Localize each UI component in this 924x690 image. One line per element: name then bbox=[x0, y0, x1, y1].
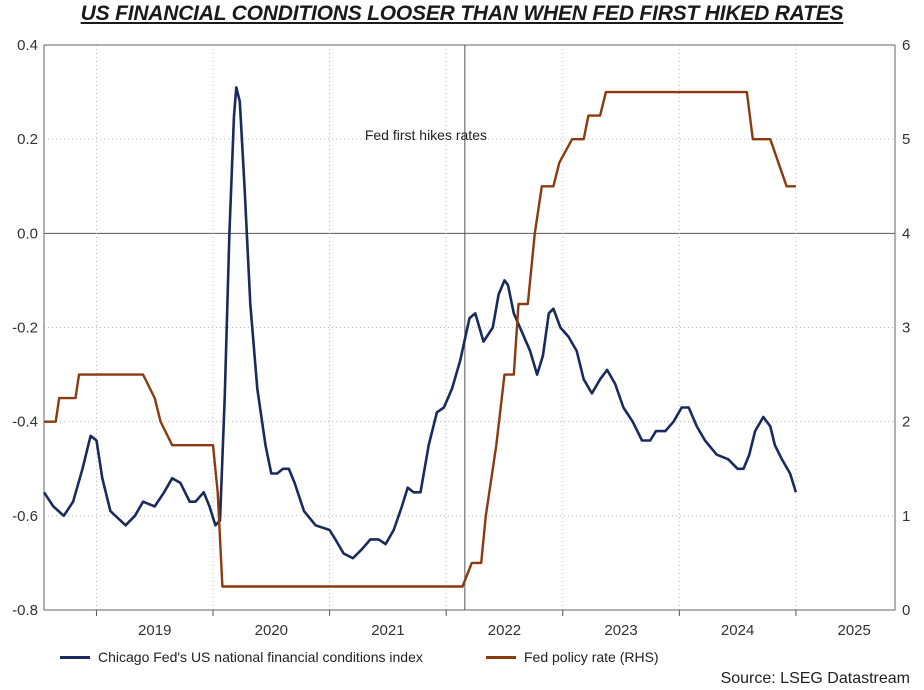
y-tick-label-right: 5 bbox=[902, 131, 910, 148]
annotation-text: Fed first hikes rates bbox=[365, 127, 487, 143]
legend-label-fed-rate: Fed policy rate (RHS) bbox=[524, 649, 659, 665]
y-tick-label-left: 0.2 bbox=[17, 131, 38, 148]
x-tick-label: 2023 bbox=[604, 622, 637, 639]
x-tick-label: 2021 bbox=[371, 622, 404, 639]
y-tick-label-left: -0.4 bbox=[12, 414, 38, 431]
y-tick-label-right: 1 bbox=[902, 508, 910, 525]
x-tick-label: 2019 bbox=[138, 622, 171, 639]
y-tick-label-right: 0 bbox=[902, 602, 910, 619]
y-tick-label-right: 3 bbox=[902, 320, 910, 337]
nfci-series-line bbox=[42, 86, 798, 560]
y-tick-label-left: -0.2 bbox=[12, 320, 38, 337]
fed-rate-series-line bbox=[44, 90, 796, 588]
y-tick-label-left: -0.8 bbox=[12, 602, 38, 619]
y-tick-label-left: 0.4 bbox=[17, 37, 38, 54]
legend-label-nfci: Chicago Fed's US national financial cond… bbox=[98, 649, 423, 665]
legend-swatch-fed-rate bbox=[486, 655, 516, 659]
y-tick-label-right: 4 bbox=[902, 225, 910, 242]
legend-swatch-nfci bbox=[60, 655, 90, 659]
source-note: Source: LSEG Datastream bbox=[720, 670, 910, 687]
legend-item-fed-rate: Fed policy rate (RHS) bbox=[486, 649, 659, 665]
x-tick-label: 2024 bbox=[721, 622, 754, 639]
x-tick-label: 2025 bbox=[838, 622, 871, 639]
x-tick-label: 2020 bbox=[255, 622, 288, 639]
y-tick-label-right: 2 bbox=[902, 414, 910, 431]
chart-title: US FINANCIAL CONDITIONS LOOSER THAN WHEN… bbox=[80, 2, 844, 25]
x-tick-label: 2022 bbox=[488, 622, 521, 639]
y-tick-label-left: -0.6 bbox=[12, 508, 38, 525]
plot-frame bbox=[43, 44, 896, 611]
y-tick-label-left: 0.0 bbox=[17, 225, 38, 242]
legend-item-nfci: Chicago Fed's US national financial cond… bbox=[60, 649, 423, 665]
y-tick-label-right: 6 bbox=[902, 37, 910, 54]
